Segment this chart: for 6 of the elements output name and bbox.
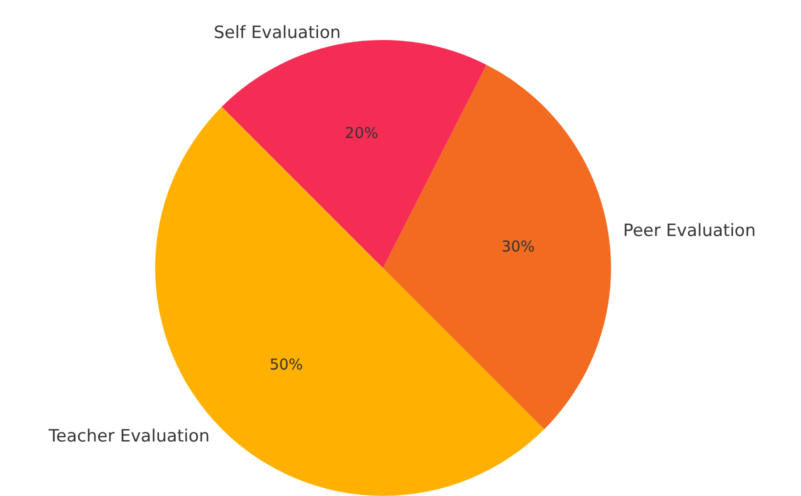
slice-label: Self Evaluation	[214, 22, 341, 43]
data-label: 20%	[344, 124, 378, 142]
data-label: 50%	[270, 356, 303, 374]
slice-label: Peer Evaluation	[623, 220, 756, 241]
slice-label: Teacher Evaluation	[48, 426, 210, 446]
data-label: 30%	[501, 238, 535, 256]
